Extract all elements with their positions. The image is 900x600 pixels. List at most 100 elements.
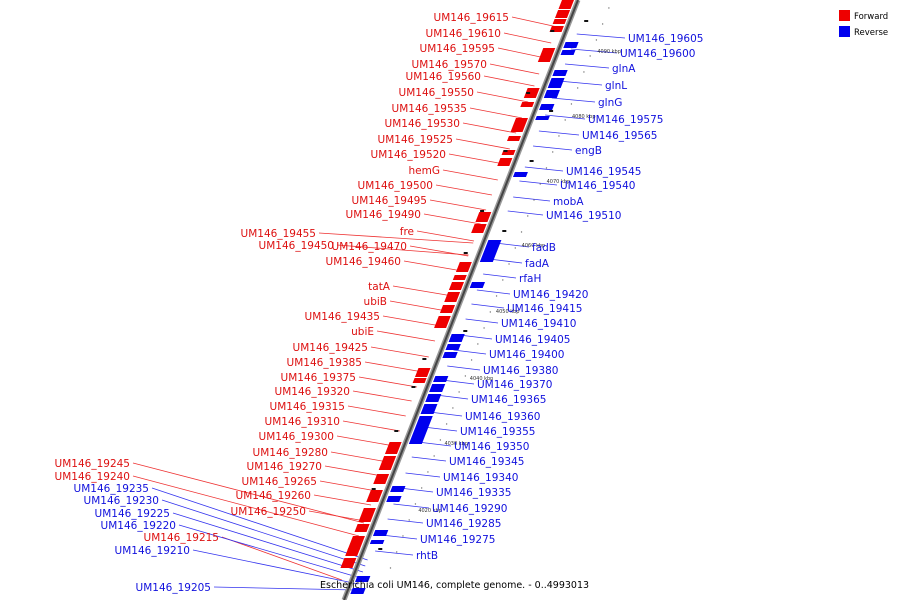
reverse-gene-label: UM146_19360 xyxy=(465,411,540,423)
forward-gene-label: UM146_19250 xyxy=(231,506,306,518)
kbp-tick-label: 4030 kbp xyxy=(444,441,468,447)
forward-connector xyxy=(429,199,487,211)
reverse-gene-block xyxy=(433,376,449,382)
axis-dot xyxy=(445,423,448,425)
reverse-gene-label: UM146_19275 xyxy=(420,534,495,546)
axis-dot xyxy=(539,183,541,185)
forward-gene-label: UM146_19455 xyxy=(241,228,316,240)
axis-dot xyxy=(520,231,523,233)
forward-connector xyxy=(392,285,453,297)
position-ticks: 4090 kbp 4080 kbp 4070 kbp 4060 kbp 4050 kbp… xyxy=(383,7,621,585)
forward-gene-block xyxy=(366,490,383,502)
reverse-gene-label: rhtB xyxy=(416,550,438,562)
gene-marker xyxy=(549,110,554,112)
reverse-connector xyxy=(476,289,511,295)
forward-gene-block xyxy=(434,316,451,328)
reverse-gene-label: UM146_19335 xyxy=(436,487,511,499)
reverse-connector xyxy=(213,586,356,591)
kbp-tick-label: 4040 kbp xyxy=(470,376,494,382)
reverse-gene-label: UM146_19225 xyxy=(95,508,170,520)
axis-dot xyxy=(583,71,585,73)
reverse-gene-block xyxy=(415,416,433,426)
forward-gene-label: UM146_19375 xyxy=(281,372,356,384)
reverse-gene-block xyxy=(512,172,528,177)
forward-connector xyxy=(476,91,529,103)
reverse-gene-block xyxy=(547,78,565,88)
reverse-gene-block xyxy=(369,540,385,544)
reverse-gene-label: engB xyxy=(575,145,602,157)
reverse-gene-label: UM146_19230 xyxy=(84,495,159,507)
forward-connector xyxy=(416,230,475,242)
axis-dot xyxy=(514,247,516,249)
kbp-tick-label: 4080 kbp xyxy=(572,114,596,120)
reverse-connector xyxy=(417,441,452,447)
reverse-gene-label: glnA xyxy=(612,63,636,75)
axis-dot xyxy=(564,119,566,121)
forward-gene-label: UM146_19265 xyxy=(242,476,317,488)
forward-gene-label: UM146_19520 xyxy=(371,149,446,161)
gene-marker xyxy=(584,20,589,22)
forward-gene-block xyxy=(558,0,574,9)
reverse-connector xyxy=(375,550,414,556)
reverse-gene-label: UM146_19420 xyxy=(513,289,588,301)
reverse-connector xyxy=(545,114,586,120)
gene-marker xyxy=(371,488,376,490)
forward-gene-block xyxy=(471,224,487,233)
reverse-connector xyxy=(513,196,551,202)
forward-connector xyxy=(319,480,377,492)
forward-gene-label: UM146_19260 xyxy=(236,490,311,502)
forward-gene-label: UM146_19450 xyxy=(259,240,334,252)
forward-connector xyxy=(462,122,517,134)
forward-gene-label: hemG xyxy=(409,165,440,177)
forward-gene-label: UM146_19615 xyxy=(434,12,509,24)
forward-gene-label: UM146_19310 xyxy=(265,416,340,428)
axis-dot xyxy=(396,551,398,553)
legend-reverse-label: Reverse xyxy=(854,28,888,38)
legend-forward-swatch xyxy=(839,10,850,21)
axis-dot xyxy=(439,439,442,441)
forward-gene-label: UM146_19500 xyxy=(358,180,433,192)
reverse-gene-label: UM146_19410 xyxy=(501,318,576,330)
reverse-connector xyxy=(453,349,487,355)
forward-gene-block xyxy=(552,19,567,24)
reverse-connector xyxy=(483,273,517,279)
axis-dot xyxy=(402,535,404,537)
forward-gene-block xyxy=(448,282,465,290)
forward-gene-block xyxy=(475,212,492,222)
reverse-connector xyxy=(558,80,603,86)
reverse-connector xyxy=(405,472,441,478)
forward-connector xyxy=(330,451,388,463)
reverse-gene-label: UM146_19205 xyxy=(136,582,211,594)
reverse-connector xyxy=(429,411,463,417)
forward-gene-block xyxy=(358,508,376,522)
reverse-connector xyxy=(435,394,469,400)
reverse-gene-block xyxy=(483,240,502,252)
axis-dot xyxy=(464,375,467,377)
forward-connector xyxy=(403,260,463,272)
axis-dot xyxy=(495,295,498,297)
gene-marker xyxy=(394,430,399,432)
reverse-gene-block xyxy=(390,486,406,492)
forward-gene-label: UM146_19300 xyxy=(259,431,334,443)
axis-dot xyxy=(608,7,610,9)
forward-connector xyxy=(489,63,540,75)
forward-gene-block xyxy=(510,118,528,132)
axis-dot xyxy=(533,199,535,201)
forward-connector xyxy=(423,213,481,225)
reverse-connector xyxy=(411,456,447,462)
forward-connector xyxy=(364,361,423,373)
forward-gene-label: UM146_19560 xyxy=(406,71,481,83)
reverse-gene-block xyxy=(442,352,458,358)
axis-dot xyxy=(389,567,392,569)
reverse-gene-label: UM146_19540 xyxy=(560,180,635,192)
reverse-gene-label: rfaH xyxy=(519,273,541,285)
gene-marker xyxy=(411,386,416,388)
axis-dot xyxy=(414,503,417,505)
reverse-connector xyxy=(161,499,366,567)
reverse-gene-label: UM146_19415 xyxy=(507,303,582,315)
forward-gene-block xyxy=(497,158,513,166)
forward-gene-label: UM146_19245 xyxy=(55,458,130,470)
gene-features xyxy=(340,0,589,594)
forward-gene-label: UM146_19525 xyxy=(378,134,453,146)
